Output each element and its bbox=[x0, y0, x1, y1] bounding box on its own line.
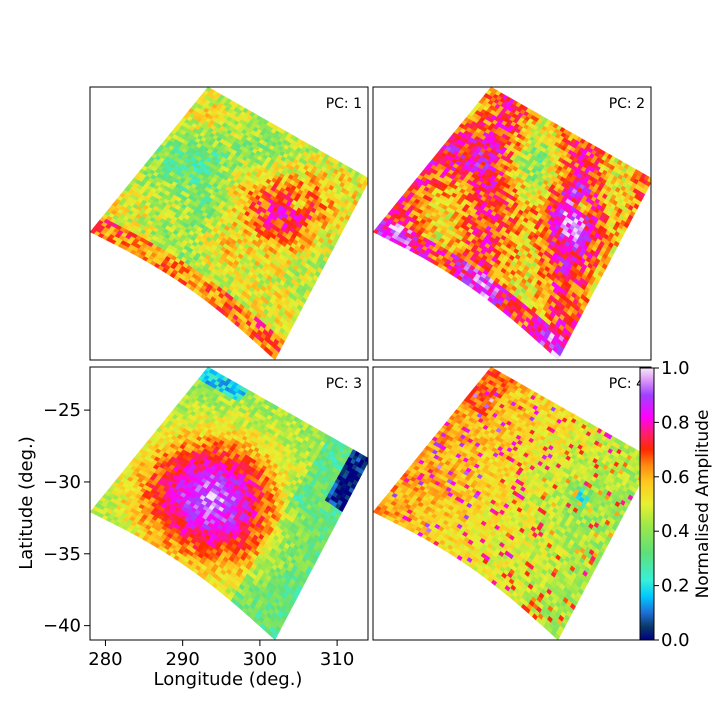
heatmap-cells-pc1 bbox=[90, 87, 368, 360]
panel-pc2: PC: 2 bbox=[372, 86, 652, 361]
panel-label-pc1: PC: 1 bbox=[326, 96, 362, 112]
heatmap-cell bbox=[364, 176, 368, 184]
panel-pc1: PC: 1 bbox=[89, 86, 369, 361]
panel-label-pc2: PC: 2 bbox=[609, 96, 645, 112]
heatmap-cells-pc2 bbox=[373, 87, 651, 360]
heatmap-cell bbox=[647, 176, 651, 184]
panel-pc3: PC: 3 bbox=[89, 366, 369, 641]
panel-frame-pc2 bbox=[372, 86, 652, 361]
panel-frame-pc1 bbox=[89, 86, 369, 361]
heatmap-cells-pc3 bbox=[90, 367, 368, 640]
